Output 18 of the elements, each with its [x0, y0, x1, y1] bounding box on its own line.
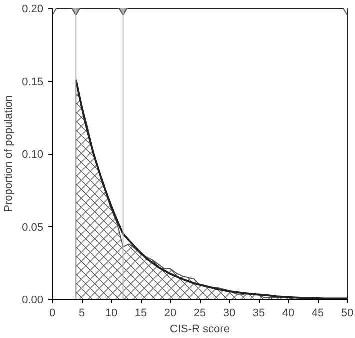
x-tick-label: 35	[252, 308, 266, 320]
x-tick-label: 25	[194, 308, 206, 320]
x-tick-label: 20	[164, 308, 177, 320]
x-tick-label: 30	[223, 308, 236, 320]
x-tick-label: 50	[341, 308, 354, 320]
y-tick-label: 0.20	[22, 4, 44, 16]
y-tick-label: 0.15	[22, 76, 44, 88]
x-tick-label: 40	[282, 308, 295, 320]
x-tick-label: 15	[134, 308, 148, 320]
y-axis-title: Proportion of population	[3, 96, 16, 212]
x-tick-label: 10	[105, 308, 118, 320]
x-tick-label: 5	[78, 308, 86, 320]
x-axis-title: CIS-R score	[170, 324, 230, 336]
y-tick-label: 0.10	[22, 149, 44, 161]
y-tick-label: 0.05	[22, 222, 44, 234]
x-tick-label: 0	[49, 308, 56, 320]
y-tick-label: 0.00	[22, 294, 44, 306]
x-tick-label: 45	[312, 308, 324, 320]
